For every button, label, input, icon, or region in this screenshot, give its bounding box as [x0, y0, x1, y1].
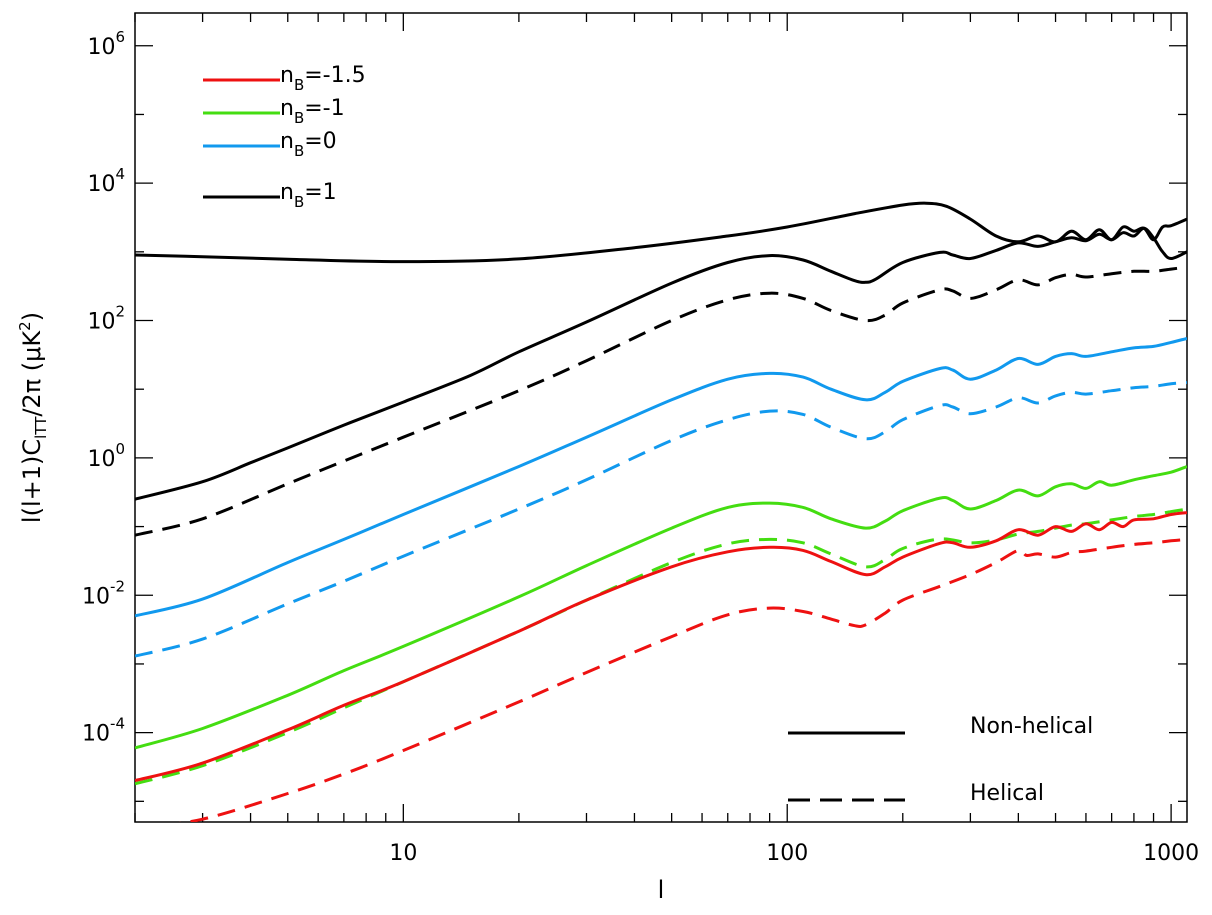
x-tick-label: 100 — [766, 841, 808, 866]
tick-labels: 10 100 1000 10-4 10-2 100 102 104 106 — [82, 28, 1199, 866]
series-line — [135, 381, 1187, 658]
y-tick-label: 106 — [87, 28, 125, 60]
y-tick-label: 102 — [87, 303, 125, 335]
y-tick-label: 104 — [87, 165, 125, 197]
series-line — [178, 537, 1187, 822]
legend-style-label: Helical — [970, 781, 1044, 806]
legend-label: nB=-1.5 — [280, 63, 366, 94]
y-tick-label: 100 — [87, 440, 125, 472]
y-axis-label: l(l+1)ClTT/2π (μK2) — [16, 312, 50, 523]
legend-label: nB=-1 — [280, 96, 345, 127]
series-line — [135, 265, 1187, 537]
series-group — [135, 201, 1187, 822]
legend-label: nB=0 — [280, 129, 337, 160]
axis-ticks — [134, 13, 1187, 822]
plot-frame — [134, 12, 1188, 823]
y-tick-label: 10-4 — [82, 715, 125, 747]
legend-label: nB=1 — [280, 180, 337, 211]
series-line — [135, 507, 1187, 786]
series-line — [135, 336, 1187, 618]
series-line — [135, 226, 1187, 501]
series-line — [135, 465, 1187, 750]
legend-style-label: Non-helical — [970, 714, 1093, 739]
legend-styles: Non-helical Helical — [788, 714, 1093, 806]
legend-colors: nB=-1.5nB=-1nB=0 nB=1 — [203, 63, 366, 211]
series-line — [135, 511, 1187, 783]
series-line — [135, 201, 1187, 264]
x-axis-label: l — [658, 876, 665, 904]
y-tick-label: 10-2 — [82, 577, 125, 609]
x-tick-label: 10 — [389, 841, 417, 866]
x-tick-label: 1000 — [1143, 841, 1199, 866]
